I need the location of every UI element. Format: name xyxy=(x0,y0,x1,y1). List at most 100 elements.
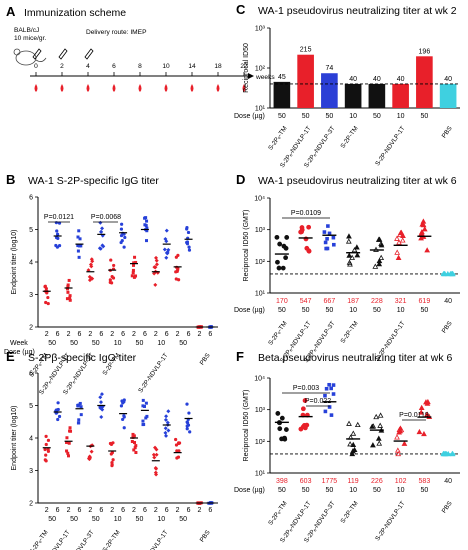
panel-d-data-point xyxy=(332,242,336,247)
panel-f-dose-label: 50 xyxy=(373,487,381,494)
panel-d-data-point xyxy=(322,230,327,234)
blood-drop-icon xyxy=(34,84,38,92)
panel-e-data-point xyxy=(56,401,60,405)
panel-b-week-label: 6 xyxy=(78,331,82,338)
panel-b-week-label: 6 xyxy=(187,331,191,338)
panel-b-week-label: 2 xyxy=(67,331,71,338)
panel-b-data-point xyxy=(76,249,80,253)
panel-e-data-point xyxy=(153,465,158,470)
panel-c-bar xyxy=(392,83,409,108)
blood-drop-icon xyxy=(190,84,194,92)
panel-b-data-point xyxy=(77,229,81,233)
panel-e-data-point xyxy=(66,454,70,458)
panel-e-dose-label: 50 xyxy=(136,516,144,523)
panel-b-data-point xyxy=(185,227,189,231)
panel-e-data-point xyxy=(144,401,148,405)
panel-b-data-point xyxy=(120,222,124,226)
panel-e-ylabel: Endpoint titer (log10) xyxy=(11,406,18,471)
panel-c-dose-label: 10 xyxy=(349,113,357,120)
panel-c-bar xyxy=(321,73,338,108)
panel-b-data-point xyxy=(66,283,70,287)
panel-e-data-point xyxy=(43,447,47,452)
panel-f-gmt-label: 398 xyxy=(276,478,288,485)
panel-f-data-point xyxy=(350,430,357,436)
panel-d-gmt-label: 40 xyxy=(444,298,452,305)
panel-e-week-label: 6 xyxy=(99,507,103,514)
panel-e-data-point xyxy=(77,418,81,422)
panel-e-data-point xyxy=(175,449,179,453)
panel-e-data-point xyxy=(134,444,138,448)
panel-d-title: WA-1 pseudovirus neutralizing titer at w… xyxy=(258,175,457,187)
panel-b-data-point xyxy=(90,276,95,281)
panel-b-data-point xyxy=(87,274,92,279)
panel-d-gmt-label: 170 xyxy=(276,298,288,305)
panel-c-dose-title: Dose (µg) xyxy=(234,113,265,120)
panel-f-category-label: PBS xyxy=(441,500,454,514)
panel-c-bar-label: 40 xyxy=(444,76,452,83)
panel-b-data-point xyxy=(145,226,149,230)
panel-e-data-point xyxy=(46,447,50,451)
panel-e-data-point xyxy=(151,452,156,457)
panel-e-data-point xyxy=(44,459,48,463)
panel-f-ytick-label: 10³ xyxy=(255,407,266,414)
panel-c-ytick-label: 10² xyxy=(255,66,266,73)
panel-e-data-point xyxy=(56,417,60,422)
panel-d-category-label: PBS xyxy=(441,320,454,334)
panel-b-data-point xyxy=(68,296,72,300)
panel-d-dose-label: 50 xyxy=(420,307,428,314)
panel-d-data-point xyxy=(347,261,353,267)
panel-f-gmt-label: 603 xyxy=(300,478,312,485)
panel-e-data-point xyxy=(98,395,103,400)
panel-b-data-point xyxy=(77,244,81,248)
panel-e-data-point xyxy=(99,414,104,419)
panel-f-data-point xyxy=(423,399,429,405)
panel-f-dose-label: 50 xyxy=(278,487,286,494)
panel-f-gmt-label: 1775 xyxy=(322,478,338,485)
panel-d-gmt-label: 187 xyxy=(347,298,359,305)
panel-f-data-point xyxy=(331,383,336,387)
panel-f-data-point xyxy=(302,398,308,403)
panel-d-data-point xyxy=(298,229,304,235)
panel-e-data-point xyxy=(164,414,169,419)
panel-b-data-point xyxy=(174,270,178,274)
panel-d-category-label: S-2P-TM xyxy=(339,320,359,345)
panel-e-week-label: 6 xyxy=(187,507,191,514)
panel-b-data-point xyxy=(89,257,94,262)
timeline-label: 0 xyxy=(34,63,38,70)
panel-f-data-point xyxy=(324,386,329,391)
panel-f-pvalue: P=0.022 xyxy=(305,398,331,405)
panel-f-data-point xyxy=(395,450,402,457)
panel-d-data-point xyxy=(346,252,353,258)
panel-b-data-point xyxy=(145,219,149,223)
panel-d-data-point xyxy=(396,231,403,238)
panel-d-data-point xyxy=(325,236,329,241)
blood-drop-icon xyxy=(138,84,142,92)
panel-e-data-point xyxy=(130,440,134,444)
panel-b-data-point xyxy=(112,263,116,268)
panel-d-dose-label: 50 xyxy=(302,307,310,314)
panel-c-category-label: S-2P-TM xyxy=(339,125,359,150)
panel-f-data-point xyxy=(329,386,333,391)
panel-f-pvalue: P=0.003 xyxy=(293,385,319,392)
blood-drop-icon xyxy=(86,84,90,92)
panel-d-letter: D xyxy=(236,172,245,187)
panel-d-data-point xyxy=(306,224,312,230)
panel-b-letter: B xyxy=(6,172,15,187)
panel-b-data-point xyxy=(123,235,127,240)
panel-d-dose-title: Dose (µg) xyxy=(234,307,265,314)
panel-b-data-point xyxy=(66,285,70,289)
panel-e-data-point xyxy=(142,404,146,408)
panel-e-data-point xyxy=(166,428,171,433)
panel-b-data-point xyxy=(122,245,126,249)
panel-e-category-label: S-2P-TM xyxy=(101,529,121,550)
panel-e-data-point xyxy=(88,455,93,460)
panel-b-week-label: 2 xyxy=(198,331,202,338)
panel-e-category-label: PBS xyxy=(199,529,212,543)
panel-d-data-point xyxy=(419,228,425,235)
panel-d-data-point xyxy=(283,255,289,261)
panel-b-data-point xyxy=(54,221,58,225)
panel-d-data-point xyxy=(394,249,401,255)
panel-d-ytick-label: 10² xyxy=(255,259,266,266)
panel-f-data-point xyxy=(323,393,327,398)
panel-d-dose-label: 10 xyxy=(397,307,405,314)
